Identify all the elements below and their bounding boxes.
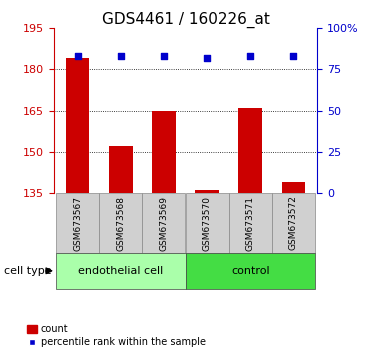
Bar (56, 253, 186, 289)
Text: cell type: cell type (4, 266, 51, 276)
Bar (282, 182, 305, 193)
Bar (229, 193, 272, 253)
Title: GDS4461 / 160226_at: GDS4461 / 160226_at (102, 12, 269, 28)
Text: GSM673568: GSM673568 (116, 195, 125, 251)
Point (290, 53, 296, 59)
Bar (56, 193, 99, 253)
Point (161, 53, 167, 59)
Text: GSM673570: GSM673570 (203, 195, 211, 251)
Text: control: control (231, 266, 270, 276)
Point (247, 53, 253, 59)
Point (118, 53, 124, 59)
Legend: count, percentile rank within the sample: count, percentile rank within the sample (27, 325, 206, 347)
Text: GSM673567: GSM673567 (73, 195, 82, 251)
Point (75, 53, 81, 59)
Bar (272, 193, 315, 253)
Bar (195, 190, 219, 193)
Bar (142, 193, 186, 253)
Text: GSM673572: GSM673572 (289, 195, 298, 251)
Bar (99, 193, 142, 253)
Text: endothelial cell: endothelial cell (78, 266, 163, 276)
Bar (66, 58, 89, 193)
Bar (186, 193, 229, 253)
Bar (109, 146, 132, 193)
Text: GSM673571: GSM673571 (246, 195, 255, 251)
Bar (239, 108, 262, 193)
Text: GSM673569: GSM673569 (160, 195, 168, 251)
Bar (152, 111, 176, 193)
Bar (186, 253, 315, 289)
Point (204, 55, 210, 61)
